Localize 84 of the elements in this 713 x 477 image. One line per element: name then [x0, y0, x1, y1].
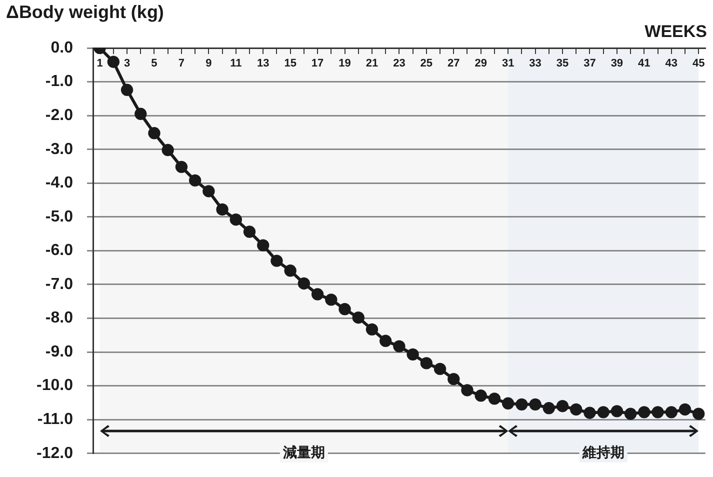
y-tick-label: 0.0	[50, 39, 74, 56]
point	[257, 239, 270, 252]
point	[502, 397, 514, 410]
y-tick-label: -5.0	[45, 208, 74, 226]
y-tick-label: -9.0	[45, 343, 74, 360]
x-tick-label: 17	[311, 58, 324, 70]
y-tick-label: -1.0	[45, 73, 74, 90]
y-tick-label: -4.0	[45, 174, 74, 192]
x-tick-label: 11	[230, 58, 242, 70]
point	[325, 294, 338, 306]
point	[230, 214, 242, 226]
x-tick-label: 29	[474, 58, 487, 70]
x-tick-label: 31	[502, 58, 514, 70]
x-tick-label: 3	[124, 58, 130, 70]
point	[379, 334, 392, 347]
point	[474, 390, 487, 402]
point	[692, 408, 705, 420]
x-tick-label: 1	[96, 58, 103, 70]
point	[488, 392, 501, 405]
point	[270, 254, 283, 267]
point	[393, 340, 406, 352]
point	[338, 303, 351, 316]
x-tick-label: 7	[178, 58, 185, 70]
point	[366, 323, 378, 336]
y-tick-label: -3.0	[45, 140, 74, 158]
point	[597, 406, 610, 418]
point	[665, 406, 678, 418]
point	[148, 127, 160, 140]
y-tick-label: -2.0	[45, 106, 74, 124]
x-tick-label: 41	[638, 58, 650, 70]
x-tick-label: 33	[529, 58, 542, 70]
point	[638, 406, 650, 418]
x-tick-label: 9	[206, 58, 212, 70]
point	[188, 174, 202, 187]
point	[584, 406, 596, 419]
point	[652, 406, 664, 418]
point	[624, 408, 637, 420]
point	[610, 405, 624, 418]
point	[420, 357, 433, 370]
point	[352, 311, 364, 324]
point	[516, 398, 528, 411]
x-tick-label: 5	[151, 58, 158, 70]
y-tick-label: -11.0	[37, 411, 74, 428]
point	[175, 160, 188, 174]
point	[134, 108, 147, 120]
x-tick-label: 39	[610, 58, 624, 70]
x-tick-label: 27	[448, 58, 460, 70]
y-tick-label: -12.0	[36, 444, 74, 462]
point	[216, 203, 228, 216]
x-tick-label: 35	[556, 58, 569, 70]
point	[311, 288, 324, 300]
point	[434, 362, 446, 376]
point	[542, 402, 555, 414]
y-tick-label: -8.0	[45, 310, 74, 327]
point	[570, 403, 582, 416]
x-tick-label: 37	[584, 58, 596, 70]
band-label: 維持期	[581, 445, 624, 462]
point	[448, 372, 460, 386]
point	[162, 144, 174, 156]
point	[406, 348, 419, 361]
x-tick-label: 23	[393, 58, 406, 70]
point	[678, 403, 692, 416]
x-tick-label: 19	[338, 58, 351, 70]
x-tick-label: 13	[256, 58, 270, 70]
point	[243, 226, 256, 238]
point	[461, 384, 474, 396]
y-tick-label: -6.0	[45, 242, 74, 260]
x-tick-label: 15	[284, 58, 296, 70]
x-axis-title: WEEKS	[644, 22, 707, 42]
y-tick-label: -10.0	[36, 377, 74, 394]
point	[284, 264, 296, 277]
x-tick-label: 25	[420, 58, 433, 70]
point	[107, 56, 120, 68]
point	[529, 398, 542, 411]
point	[556, 400, 569, 412]
y-tick-label: -7.0	[45, 276, 74, 293]
band-label: 減量期	[282, 445, 325, 462]
point	[202, 185, 215, 198]
x-tick-label: 45	[692, 58, 705, 70]
point	[298, 277, 310, 290]
x-tick-label: 21	[366, 58, 378, 70]
x-tick-label: 43	[665, 58, 678, 70]
chart-title: ΔBody weight (kg)	[6, 2, 164, 23]
point	[120, 84, 134, 96]
